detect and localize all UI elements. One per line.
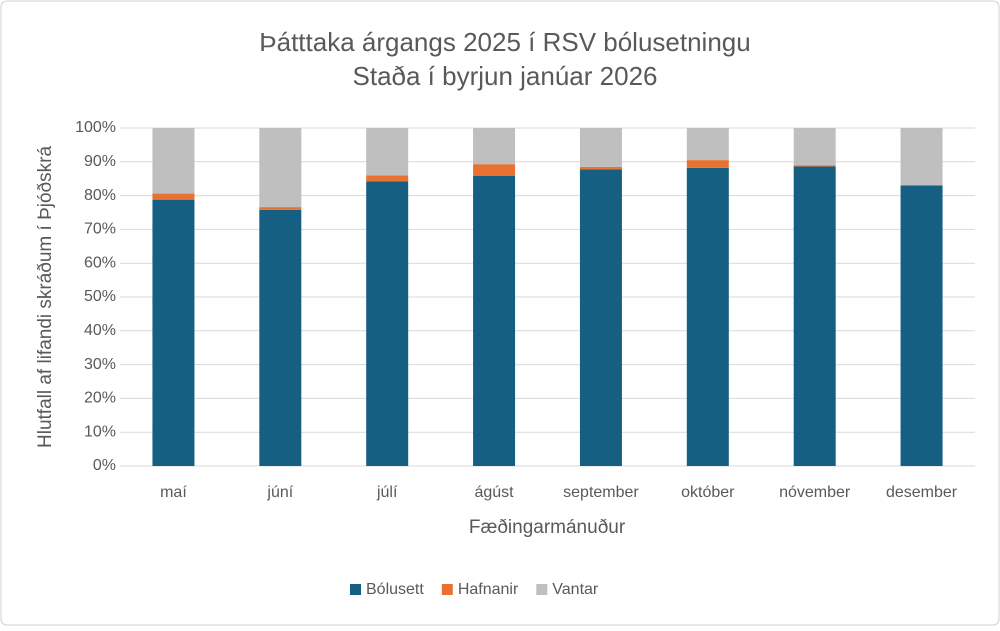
bar-segment (152, 199, 195, 466)
y-tick-label: 90% (84, 153, 116, 170)
bar-segment (686, 160, 729, 168)
legend-swatch (536, 584, 548, 595)
legend-label: Bólusett (366, 581, 424, 598)
y-tick-label: 60% (84, 254, 116, 271)
bar-segment (793, 165, 836, 167)
y-axis-title: Hlutfall af lifandi skráðum í Þjóðskrá (35, 146, 56, 448)
bar-segment (900, 128, 943, 186)
y-tick-label: 80% (84, 187, 116, 204)
bar-segment (366, 181, 409, 467)
chart-subtitle: Staða í byrjun janúar 2026 (353, 61, 658, 91)
bar-segment (793, 128, 836, 166)
x-tick-label: maí (160, 484, 187, 501)
y-tick-label: 10% (84, 423, 116, 440)
y-tick-label: 0% (93, 457, 116, 474)
bar-segment (259, 207, 302, 210)
bar-segment (579, 166, 622, 170)
x-tick-label: september (563, 484, 639, 501)
bar-segment (686, 128, 729, 161)
bar-segment (579, 128, 622, 167)
bar-segment (579, 169, 622, 466)
x-tick-label: október (681, 484, 735, 501)
bar-segment (259, 209, 302, 466)
bar-segment (152, 193, 195, 200)
y-tick-label: 50% (84, 288, 116, 305)
y-tick-label: 20% (84, 390, 116, 407)
bar-segment (473, 128, 516, 165)
bar-segment (793, 166, 836, 467)
bar-segment (900, 185, 943, 466)
x-tick-label: júní (266, 484, 293, 501)
x-tick-label: desember (886, 484, 958, 501)
chart-title: Þátttaka árgangs 2025 í RSV bólusetningu (259, 27, 750, 57)
y-tick-label: 100% (75, 119, 116, 136)
x-tick-label: ágúst (474, 484, 514, 501)
y-tick-label: 70% (84, 221, 116, 238)
bar-segment (366, 128, 409, 176)
bar-segment (366, 175, 409, 182)
y-tick-label: 40% (84, 322, 116, 339)
bar-segment (259, 128, 302, 208)
x-tick-label: júlí (376, 484, 398, 501)
y-tick-label: 30% (84, 356, 116, 373)
bar-segment (473, 175, 516, 466)
bar-segment (152, 128, 195, 194)
legend-swatch (350, 584, 361, 595)
legend-label: Hafnanir (458, 581, 519, 598)
x-tick-label: nóvember (779, 484, 851, 501)
legend-label: Vantar (552, 581, 599, 598)
bar-segment (686, 167, 729, 466)
legend-swatch (441, 584, 453, 595)
bar-segment (473, 164, 516, 176)
x-axis-title: Fæðingarmánuður (469, 517, 626, 538)
